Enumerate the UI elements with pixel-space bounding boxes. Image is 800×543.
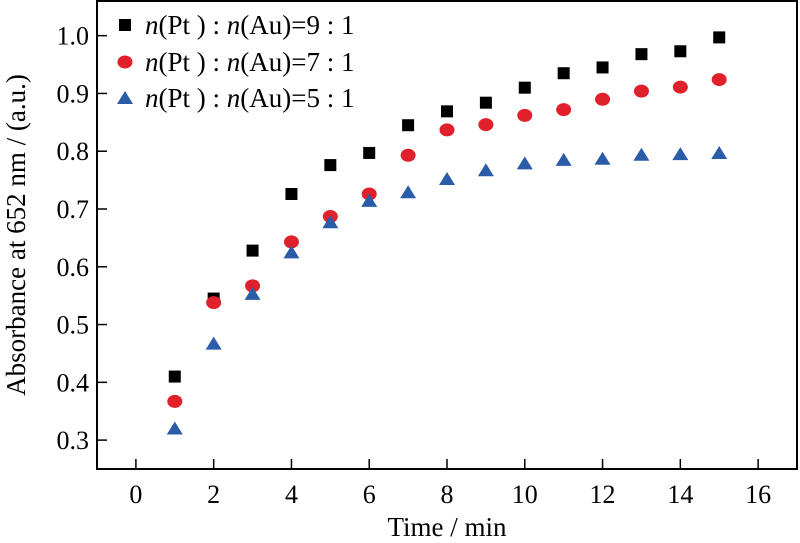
legend-label: n(Pt ) : n(Au)=7 : 1: [145, 47, 354, 77]
data-point: [363, 146, 376, 159]
data-point: [244, 286, 261, 300]
data-point: [557, 67, 570, 80]
series-2: [166, 145, 728, 435]
legend-label-part: (Au)=7 : 1: [240, 47, 354, 77]
legend-label-part: n: [227, 47, 241, 77]
legend-marker: [119, 19, 131, 31]
x-tick-label: 2: [207, 480, 220, 509]
y-tick-label: 0.8: [57, 137, 90, 166]
data-point: [402, 119, 415, 132]
data-point: [711, 145, 728, 159]
data-point: [518, 81, 531, 94]
data-point: [478, 118, 494, 132]
data-point: [205, 336, 222, 350]
data-point: [167, 394, 183, 408]
data-point: [674, 45, 687, 58]
data-point: [439, 123, 455, 137]
data-point: [672, 80, 688, 94]
data-point: [166, 421, 183, 435]
data-point: [556, 103, 572, 117]
data-point: [672, 147, 689, 161]
data-point: [324, 159, 337, 172]
legend-label-part: n: [227, 83, 241, 113]
x-tick-label: 4: [285, 480, 298, 509]
legend-label-part: n: [145, 83, 159, 113]
y-axis-title: Absorbance at 652 nm / (a.u.): [1, 74, 31, 396]
data-point: [555, 152, 572, 166]
data-point: [596, 61, 609, 74]
data-point: [477, 163, 494, 177]
data-point: [400, 148, 416, 162]
data-point: [168, 370, 181, 383]
data-point: [285, 187, 298, 200]
y-tick-label: 0.3: [57, 426, 90, 455]
data-point: [283, 235, 299, 249]
data-point: [633, 147, 650, 161]
legend-label-part: (Pt ) :: [159, 10, 227, 40]
y-tick-label: 0.5: [57, 311, 90, 340]
x-tick-label: 10: [512, 480, 538, 509]
legend-marker: [117, 55, 133, 69]
legend-label: n(Pt ) : n(Au)=5 : 1: [145, 83, 354, 113]
legend-marker: [117, 91, 133, 104]
legend-label-part: (Au)=5 : 1: [240, 83, 354, 113]
x-tick-label: 14: [667, 480, 693, 509]
legend: n(Pt ) : n(Au)=9 : 1n(Pt ) : n(Au)=7 : 1…: [117, 10, 354, 113]
y-tick-label: 0.6: [57, 253, 90, 282]
data-point: [516, 156, 533, 170]
x-axis-title: Time / min: [387, 512, 507, 542]
legend-label: n(Pt ) : n(Au)=9 : 1: [145, 10, 354, 40]
data-point: [206, 296, 222, 310]
x-tick-label: 8: [441, 480, 454, 509]
data-point: [246, 244, 259, 257]
ticks: 0 2 4 6 8 10 12 14 16 0.3 0.4 0.5 0.6 0.7 0.8 0.9 1.0: [57, 22, 772, 509]
x-tick-label: 0: [129, 480, 142, 509]
legend-label-part: (Pt ) :: [159, 47, 227, 77]
data-point: [595, 92, 611, 106]
data-point: [441, 105, 453, 118]
y-tick-label: 1.0: [57, 22, 90, 51]
data-point: [711, 73, 727, 87]
x-tick-label: 16: [745, 480, 771, 509]
data-point: [635, 48, 648, 61]
legend-label-part: (Au)=9 : 1: [240, 10, 354, 40]
data-point: [594, 151, 611, 165]
y-tick-label: 0.4: [57, 368, 90, 397]
data-point: [361, 193, 378, 207]
data-point: [633, 84, 649, 98]
data-point: [479, 96, 492, 109]
data-marks: [166, 31, 728, 435]
data-point: [400, 185, 417, 199]
series-1: [167, 73, 727, 408]
legend-label-part: n: [145, 47, 159, 77]
data-point: [322, 215, 339, 229]
x-tick-label: 6: [363, 480, 376, 509]
data-point: [713, 31, 726, 44]
data-point: [439, 171, 455, 185]
data-point: [517, 108, 533, 122]
legend-label-part: n: [145, 10, 159, 40]
legend-label-part: n: [227, 10, 241, 40]
legend-label-part: (Pt ) :: [159, 83, 227, 113]
series-0: [168, 31, 726, 383]
y-tick-label: 0.7: [57, 195, 90, 224]
data-point: [283, 245, 300, 259]
data-point: [245, 279, 261, 293]
y-tick-label: 0.9: [57, 79, 90, 108]
x-tick-label: 12: [590, 480, 616, 509]
